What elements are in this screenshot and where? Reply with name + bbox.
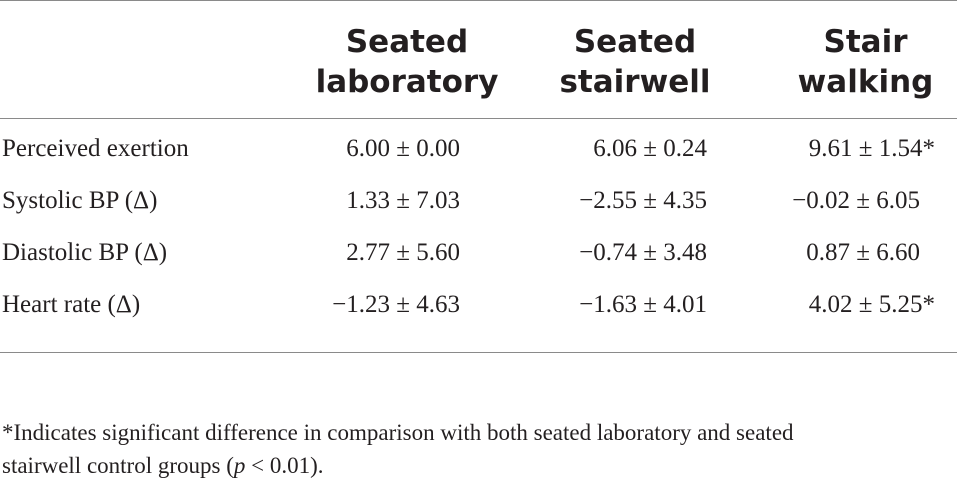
cell-stair-walking: 4.02 ± 5.25* [808, 291, 935, 318]
cell-seated-laboratory: 6.00 ± 0.00 [346, 135, 460, 162]
footnote-line-1: *Indicates significant difference in com… [2, 420, 794, 445]
cell-seated-stairwell: 6.06 ± 0.24 [593, 135, 707, 162]
cell-seated-laboratory: −1.23 ± 4.63 [332, 291, 460, 318]
cell-seated-laboratory: 2.77 ± 5.60 [346, 239, 460, 266]
column-header-seated-stairwell: Seated stairwell [559, 24, 711, 100]
cell-stair-walking: 0.87 ± 6.60 [806, 239, 920, 266]
header-rule [0, 118, 957, 119]
table-row: Heart rate (Δ) −1.23 ± 4.63 −1.63 ± 4.01… [0, 285, 957, 325]
table-top-rule [0, 0, 957, 1]
table-footnote: *Indicates significant difference in com… [2, 416, 952, 482]
cell-seated-stairwell: −0.74 ± 3.48 [579, 239, 707, 266]
cell-stair-walking: 9.61 ± 1.54* [808, 135, 935, 162]
column-header-seated-laboratory: Seated laboratory [315, 24, 499, 100]
table-row: Diastolic BP (Δ) 2.77 ± 5.60 −0.74 ± 3.4… [0, 233, 957, 273]
cell-seated-stairwell: −2.55 ± 4.35 [579, 187, 707, 214]
table-row: Perceived exertion 6.00 ± 0.00 6.06 ± 0.… [0, 129, 957, 169]
row-label: Systolic BP (Δ) [2, 187, 158, 214]
row-label: Heart rate (Δ) [2, 291, 141, 318]
table-row: Systolic BP (Δ) 1.33 ± 7.03 −2.55 ± 4.35… [0, 181, 957, 221]
row-label: Perceived exertion [2, 135, 189, 162]
table-bottom-rule [0, 352, 957, 353]
cell-stair-walking: −0.02 ± 6.05 [792, 187, 920, 214]
p-value-symbol: p [233, 453, 246, 478]
row-label: Diastolic BP (Δ) [2, 239, 168, 266]
column-header-stair-walking: Stair walking [797, 24, 934, 100]
cell-seated-laboratory: 1.33 ± 7.03 [346, 187, 460, 214]
cell-seated-stairwell: −1.63 ± 4.01 [579, 291, 707, 318]
footnote-line-2: stairwell control groups (p < 0.01). [2, 453, 324, 478]
